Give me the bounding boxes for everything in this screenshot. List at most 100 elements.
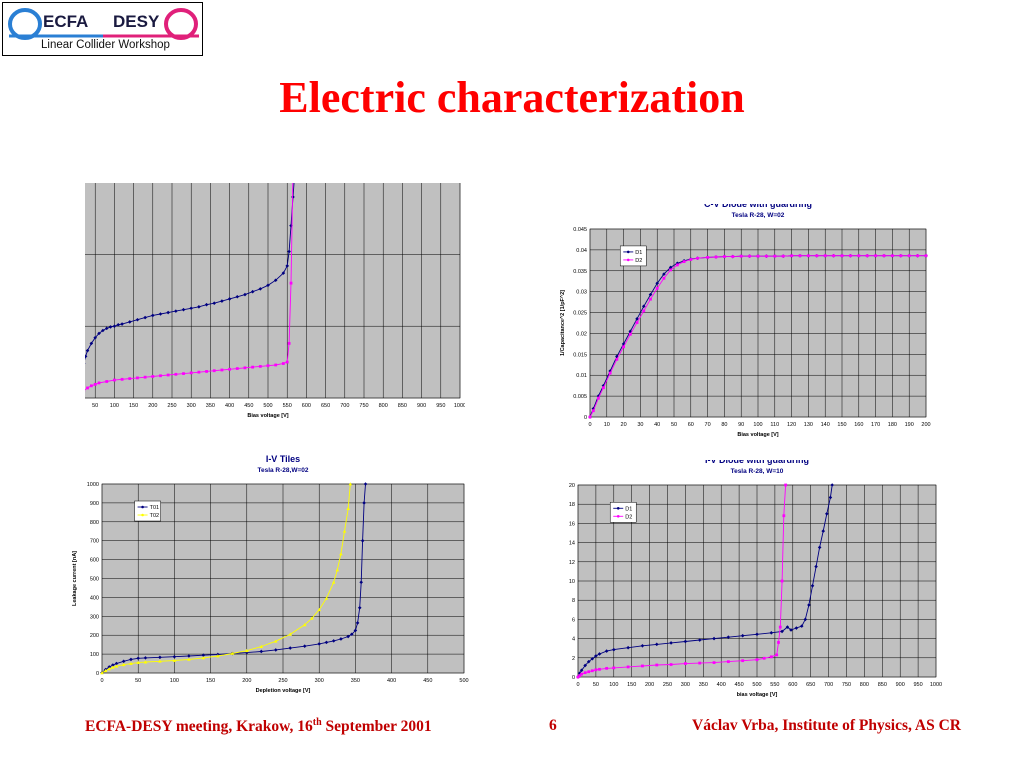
data-point: [216, 654, 220, 658]
data-point: [274, 363, 278, 367]
x-tick-label: 110: [770, 422, 779, 428]
data-point: [281, 362, 285, 365]
data-point: [289, 281, 293, 285]
x-tick-label: 130: [804, 422, 813, 428]
data-point: [769, 631, 774, 635]
chart-title: I-V Tiles: [266, 454, 300, 464]
data-point: [285, 264, 289, 268]
x-tick-label: 70: [705, 422, 711, 428]
data-point: [907, 254, 911, 258]
page-number: 6: [549, 717, 557, 734]
series-line: [577, 484, 787, 678]
data-point: [882, 254, 886, 258]
data-point: [121, 662, 126, 667]
data-point: [669, 268, 673, 272]
data-point: [825, 512, 829, 516]
data-point: [789, 628, 793, 632]
data-point: [782, 514, 786, 518]
data-point: [832, 254, 835, 258]
chart-subtitle: Tesla R-28,W=02: [257, 467, 308, 474]
data-point: [578, 674, 582, 677]
data-point: [755, 658, 759, 662]
data-point: [706, 256, 709, 259]
x-tick-label: 50: [671, 422, 677, 428]
x-tick-label: 600: [302, 403, 311, 409]
data-point: [762, 656, 766, 660]
data-point: [310, 616, 314, 620]
data-point: [641, 664, 644, 668]
data-point: [642, 309, 646, 313]
data-point: [335, 568, 340, 572]
data-point: [136, 376, 139, 380]
data-point: [174, 372, 178, 376]
footer-meeting-tail: September 2001: [321, 718, 432, 736]
data-point: [114, 661, 119, 666]
data-point: [136, 660, 140, 665]
data-point: [590, 669, 594, 673]
y-tick-label: 700: [90, 539, 99, 545]
data-point: [899, 254, 903, 258]
data-point: [166, 373, 170, 377]
chart-title: C-V Diode with guardring: [704, 204, 812, 209]
x-tick-label: 850: [398, 403, 407, 409]
x-tick-label: 100: [110, 403, 119, 409]
y-tick-label: 400: [90, 595, 99, 601]
y-tick-label: 0.01: [576, 373, 587, 379]
data-point: [741, 659, 745, 663]
y-tick-label: 4: [572, 637, 575, 643]
data-point: [628, 332, 632, 336]
y-tick-label: 800: [90, 520, 99, 526]
y-tick-label: 6: [572, 617, 575, 623]
data-point: [649, 297, 652, 301]
x-axis-label: bias voltage [V]: [737, 692, 778, 698]
data-point: [769, 655, 773, 659]
data-point: [103, 668, 108, 673]
data-point: [121, 659, 126, 664]
data-point: [85, 348, 90, 353]
data-point: [273, 648, 278, 652]
x-tick-label: 140: [821, 422, 830, 428]
x-tick-label: 170: [871, 422, 880, 428]
data-point: [807, 254, 810, 258]
y-tick-label: 2: [572, 656, 575, 662]
x-tick-label: 450: [244, 403, 253, 409]
data-point: [655, 663, 659, 667]
legend-marker: [626, 250, 630, 254]
data-point: [830, 483, 834, 487]
y-tick-label: 8: [572, 598, 575, 604]
data-point: [731, 255, 735, 258]
y-tick-label: 0: [584, 415, 587, 421]
x-tick-label: 0: [576, 682, 579, 688]
data-point: [597, 396, 600, 400]
data-point: [756, 254, 760, 258]
data-point: [143, 375, 147, 379]
data-point: [626, 665, 630, 669]
x-tick-label: 1000: [930, 682, 942, 688]
data-point: [205, 370, 208, 373]
legend-marker: [626, 258, 630, 262]
data-point: [682, 260, 686, 263]
data-point: [640, 644, 645, 648]
y-tick-label: 0.02: [576, 331, 587, 337]
data-point: [288, 632, 293, 636]
data-point: [583, 663, 587, 668]
data-point: [85, 354, 88, 359]
data-point: [273, 639, 278, 643]
series-D2: [588, 254, 928, 419]
logo-subtitle: Linear Collider Workshop: [41, 39, 170, 51]
x-tick-label: 300: [187, 403, 196, 409]
data-point: [726, 635, 731, 639]
x-tick-label: 50: [593, 682, 599, 688]
x-tick-label: 250: [278, 678, 287, 684]
data-point: [689, 258, 693, 261]
x-tick-label: 150: [206, 678, 215, 684]
data-point: [158, 655, 162, 660]
data-point: [821, 529, 826, 533]
x-tick-label: 950: [914, 682, 923, 688]
series-D2: [576, 483, 788, 679]
x-tick-label: 50: [135, 678, 141, 684]
data-point: [697, 638, 702, 642]
x-tick-label: 500: [263, 403, 272, 409]
data-point: [120, 377, 124, 381]
data-point: [669, 663, 673, 666]
